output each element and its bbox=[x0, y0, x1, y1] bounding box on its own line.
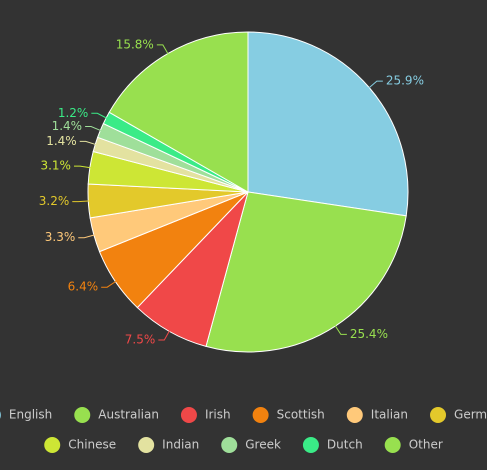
leader-line bbox=[332, 322, 347, 335]
legend-item[interactable]: Italian bbox=[346, 407, 408, 423]
data-label: 1.2% bbox=[58, 106, 89, 120]
data-label: 15.8% bbox=[116, 37, 154, 51]
legend-label: Greek bbox=[245, 438, 281, 452]
legend-marker bbox=[346, 407, 363, 423]
legend-label: Indian bbox=[162, 438, 199, 452]
legend-item[interactable]: Dutch bbox=[302, 437, 363, 453]
legend-marker bbox=[384, 437, 401, 453]
data-label: 3.2% bbox=[39, 194, 70, 208]
legend-label: Australian bbox=[98, 408, 159, 422]
legend-label: Irish bbox=[205, 408, 231, 422]
legend-item[interactable]: Australian bbox=[74, 407, 159, 423]
leader-line bbox=[101, 278, 120, 288]
data-label: 7.5% bbox=[125, 332, 156, 346]
legend-marker bbox=[44, 437, 61, 453]
legend-marker bbox=[0, 411, 1, 419]
legend-item[interactable]: Indian bbox=[138, 437, 199, 453]
legend-label: German bbox=[454, 408, 487, 422]
leader-line bbox=[79, 140, 100, 147]
legend-label: Italian bbox=[371, 408, 408, 422]
data-label: 3.1% bbox=[40, 159, 71, 173]
leader-line bbox=[73, 165, 94, 169]
legend-marker bbox=[180, 407, 197, 423]
legend-marker bbox=[430, 407, 447, 423]
legend-label: Chinese bbox=[68, 438, 116, 452]
legend-label: Other bbox=[409, 438, 443, 452]
legend-item[interactable]: German bbox=[430, 407, 487, 423]
data-label: 6.4% bbox=[68, 280, 99, 294]
legend-label: English bbox=[9, 408, 52, 422]
leader-line bbox=[91, 112, 110, 121]
data-label: 25.9% bbox=[386, 74, 424, 88]
legend-item[interactable]: English bbox=[0, 407, 52, 423]
legend-item[interactable]: Chinese bbox=[44, 437, 116, 453]
leader-line bbox=[365, 80, 383, 91]
legend-label: Scottish bbox=[277, 408, 325, 422]
legend-marker bbox=[74, 407, 91, 423]
legend-row: English Australian Irish Scottish Italian Ger… bbox=[0, 407, 487, 423]
legend-marker bbox=[138, 437, 155, 453]
leader-line bbox=[85, 126, 105, 133]
legend-marker bbox=[221, 437, 238, 453]
legend-label: Dutch bbox=[327, 438, 363, 452]
legend-item[interactable]: Irish bbox=[180, 407, 231, 423]
legend-item[interactable]: Other bbox=[384, 437, 443, 453]
legend-item[interactable]: Greek bbox=[221, 437, 281, 453]
legend-item[interactable]: Scottish bbox=[252, 407, 325, 423]
pie-slice bbox=[247, 31, 409, 217]
data-label: 1.4% bbox=[46, 134, 77, 148]
legend-row: Chinese Indian Greek Dutch Other bbox=[44, 437, 443, 453]
data-label: 1.4% bbox=[52, 119, 83, 133]
data-label: 25.4% bbox=[350, 327, 388, 341]
legend-marker bbox=[252, 407, 269, 423]
data-label: 3.3% bbox=[45, 230, 76, 244]
leader-line bbox=[72, 200, 93, 203]
legend-marker bbox=[302, 437, 319, 453]
leader-line bbox=[78, 233, 98, 239]
leader-line bbox=[158, 327, 172, 341]
leader-line bbox=[156, 44, 171, 58]
